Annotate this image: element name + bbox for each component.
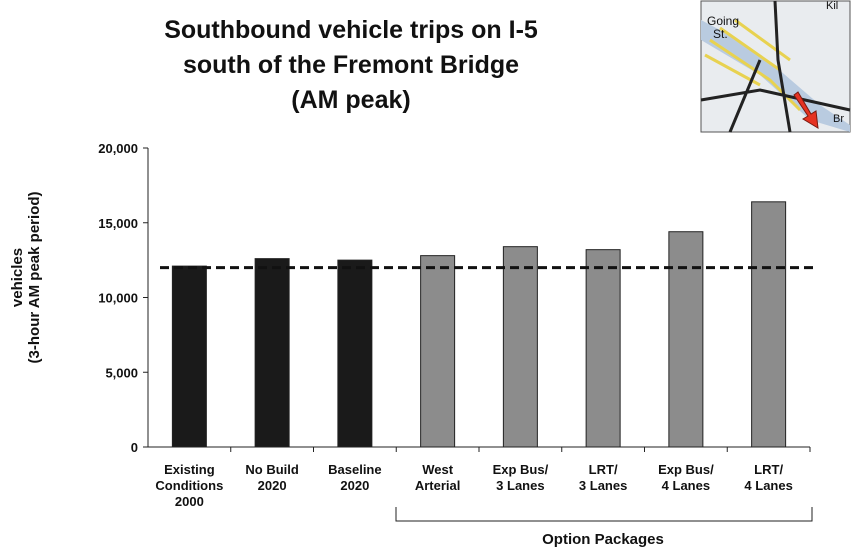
chart-title: (AM peak) [291,86,410,114]
x-tick-label-line: 3 Lanes [496,478,544,493]
x-tick-label: Existing Conditions 2000 [155,462,223,509]
bar [337,259,373,448]
bar [502,246,538,448]
group-label: Option Packages [542,531,664,548]
x-tick-label-line: LRT/ [589,462,618,477]
x-tick-label: No Build 2020 [245,462,298,493]
y-axis-label: vehicles [9,248,26,307]
x-tick-label-line: 3 Lanes [579,478,627,493]
freeway [700,0,851,133]
map-arrow [793,91,819,129]
x-tick-label: LRT/4 Lanes [744,462,792,493]
y-tick-label: 15,000 [98,216,138,231]
x-tick-label-line: 2020 [340,478,369,493]
x-tick-label: Baseline 2020 [328,462,381,493]
x-tick-label: LRT/3 Lanes [579,462,627,493]
bar [171,265,207,448]
x-tick-label: Exp Bus/4 Lanes [658,462,714,493]
y-tick-label: 5,000 [105,365,138,380]
x-tick-label: Exp Bus/3 Lanes [493,462,549,493]
x-tick-label-line: 2000 [175,494,204,509]
x-tick-label-line: Exp Bus/ [658,462,714,477]
bar [668,231,704,448]
y-axis-label: (3-hour AM peak period) [26,192,43,364]
y-tick-label: 10,000 [98,291,138,306]
y-tick-label: 20,000 [98,141,138,156]
bar [420,255,456,448]
map-label: Br [833,113,844,125]
x-tick-label-line: Exp Bus/ [493,462,549,477]
map-roads [704,18,802,112]
x-tick-label-line: Arterial [415,478,461,493]
bar [751,201,787,448]
bar [585,249,621,448]
map-label: St. [713,27,728,41]
chart-title: Southbound vehicle trips on I-5 [164,16,538,44]
map-label: Going [707,14,739,28]
bar [254,258,290,448]
x-tick-label-line: Existing [164,462,215,477]
map-label: Kil [826,0,838,12]
x-tick-label-line: West [422,462,453,477]
group-bracket [395,507,813,522]
map-inset: Going St. Kil Br [700,0,851,133]
x-tick-label-line: 4 Lanes [662,478,710,493]
x-tick-label-line: Baseline [328,462,381,477]
x-tick-label-line: No Build [245,462,298,477]
x-tick-label-line: LRT/ [754,462,783,477]
river [701,20,850,132]
y-tick-label: 0 [131,440,138,455]
chart-title: south of the Fremont Bridge [183,51,519,79]
x-tick-label-line: 4 Lanes [744,478,792,493]
x-tick-label-line: Conditions [155,478,223,493]
x-tick-label-line: 2020 [258,478,287,493]
x-tick-label: West Arterial [415,462,461,493]
